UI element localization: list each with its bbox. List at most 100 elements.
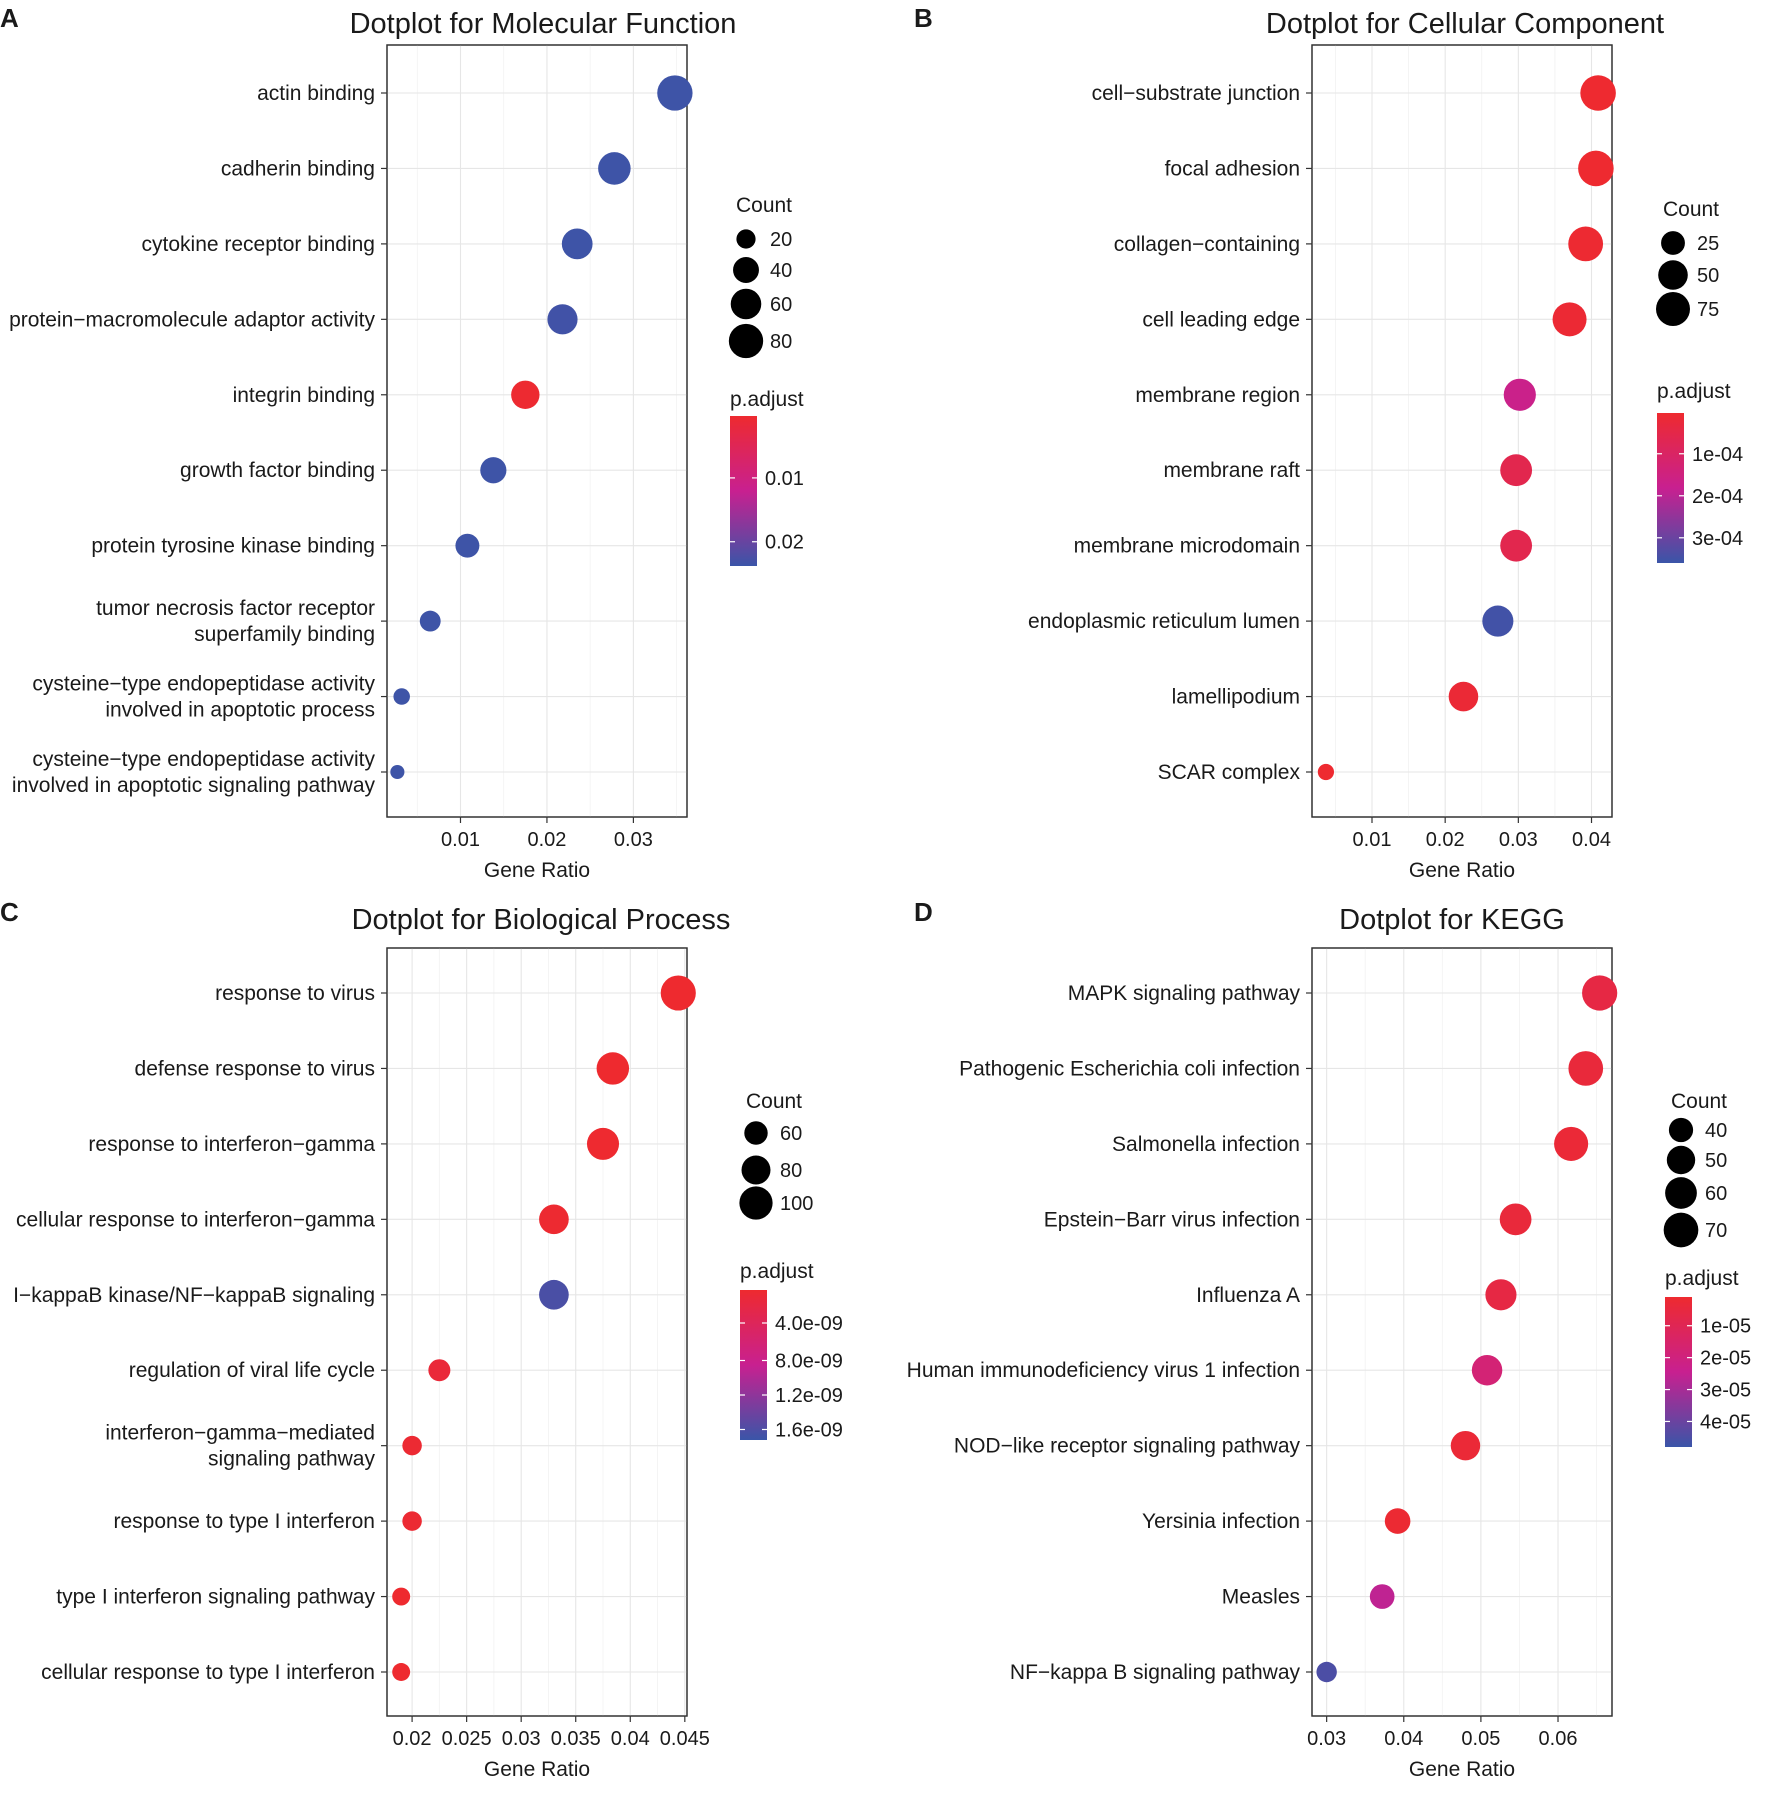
x-tick-label: 0.01 [1353, 829, 1392, 851]
category-label: cadherin binding [221, 157, 375, 180]
size-legend-title: Count [736, 194, 792, 217]
color-legend-bar [740, 1290, 767, 1440]
category-label: cell leading edge [1142, 308, 1300, 331]
category-label: tumor necrosis factor receptor [96, 597, 375, 620]
x-tick-label: 0.02 [527, 829, 566, 851]
color-legend-title: p.adjust [740, 1260, 814, 1283]
x-tick-label: 0.04 [611, 1728, 650, 1750]
category-label: actin binding [257, 82, 375, 105]
size-legend-label: 25 [1697, 233, 1719, 255]
size-legend-label: 20 [770, 229, 792, 251]
category-label: Human immunodeficiency virus 1 infection [907, 1359, 1300, 1382]
plot-area [386, 947, 688, 1717]
data-point [1578, 150, 1614, 187]
size-legend-dot [733, 257, 759, 283]
category-label: signaling pathway [208, 1448, 375, 1471]
category-label: superfamily binding [194, 623, 375, 646]
x-tick-label: 0.04 [1572, 829, 1611, 851]
data-point [392, 1587, 411, 1606]
data-point [390, 764, 405, 780]
data-point [539, 1279, 569, 1310]
size-legend-label: 50 [1697, 265, 1719, 287]
panel-d: D Dotplot for KEGG 0.03 0.04 0.05 0.06 MAPK si… [907, 897, 1752, 1781]
chart-title: Dotplot for Biological Process [352, 904, 731, 936]
data-point [428, 1359, 451, 1382]
data-point [1499, 1203, 1532, 1236]
data-point [511, 380, 540, 409]
category-label: collagen−containing [1114, 233, 1300, 256]
data-point [660, 975, 696, 1011]
size-legend-label: 60 [770, 294, 792, 316]
size-legend-dot [1663, 1212, 1699, 1248]
x-tick-label: 0.035 [551, 1728, 601, 1750]
color-legend-title: p.adjust [1657, 380, 1731, 403]
category-label: cysteine−type endopeptidase activity [32, 748, 375, 771]
data-point [1582, 975, 1618, 1011]
color-legend-label: 8.0e-09 [775, 1351, 843, 1373]
x-axis-title: Gene Ratio [1409, 1758, 1515, 1781]
category-label: lamellipodium [1172, 686, 1300, 709]
x-tick-label: 0.04 [1384, 1728, 1423, 1750]
category-label: type I interferon signaling pathway [56, 1586, 375, 1609]
chart-title: Dotplot for KEGG [1339, 904, 1565, 936]
category-label: membrane raft [1163, 459, 1300, 482]
category-label: interferon−gamma−mediated [105, 1422, 375, 1445]
color-legend-label: 1e-05 [1700, 1316, 1751, 1338]
x-tick-label: 0.03 [614, 829, 653, 851]
color-legend-bar [1657, 413, 1684, 563]
panel-a: A Dotplot for Molecular Function 0.01 0.02 0… [0, 3, 804, 882]
color-legend-label: 1.2e-09 [775, 1385, 843, 1407]
color-legend-label: 0.01 [765, 468, 804, 490]
size-legend-label: 75 [1697, 299, 1719, 321]
x-axis-title: Gene Ratio [484, 1758, 590, 1781]
x-axis-title: Gene Ratio [1409, 859, 1515, 882]
data-point [539, 1204, 569, 1235]
x-tick-label: 0.03 [1499, 829, 1538, 851]
category-label: response to type I interferon [114, 1510, 376, 1533]
category-label: protein tyrosine kinase binding [91, 535, 375, 558]
color-legend-label: 2e-05 [1700, 1348, 1751, 1370]
data-point [1568, 1051, 1604, 1086]
size-legend-label: 40 [1705, 1120, 1727, 1142]
category-label: response to interferon−gamma [88, 1133, 375, 1156]
size-legend-dot [744, 1121, 768, 1145]
data-point [1369, 1584, 1395, 1609]
panel-letter: C [0, 897, 19, 927]
color-legend-title: p.adjust [730, 388, 804, 411]
size-legend-label: 60 [1705, 1183, 1727, 1205]
color-legend-bar [730, 416, 757, 566]
category-label: integrin binding [233, 384, 375, 407]
x-tick-label: 0.05 [1461, 1728, 1500, 1750]
size-legend-dot [1658, 260, 1688, 290]
x-axis-title: Gene Ratio [484, 859, 590, 882]
color-legend-label: 3e-04 [1692, 528, 1743, 550]
color-legend-label: 2e-04 [1692, 486, 1743, 508]
size-legend-label: 40 [770, 260, 792, 282]
category-label: cellular response to type I interferon [41, 1661, 375, 1684]
size-legend-title: Count [746, 1090, 802, 1113]
data-point [455, 533, 480, 558]
x-tick-label: 0.02 [393, 1728, 432, 1750]
category-label: cytokine receptor binding [142, 233, 375, 256]
color-legend-label: 0.02 [765, 532, 804, 554]
data-point [392, 1663, 411, 1681]
color-legend-label: 1.6e-09 [775, 1420, 843, 1442]
plot-frame [386, 44, 688, 818]
size-legend-dot [1668, 1117, 1694, 1143]
data-point [402, 1435, 422, 1456]
category-label: involved in apoptotic signaling pathway [12, 774, 376, 797]
data-point [1580, 75, 1616, 111]
category-label: membrane microdomain [1074, 535, 1300, 558]
category-label: involved in apoptotic process [105, 699, 375, 722]
data-point [1482, 605, 1514, 637]
category-label: cysteine−type endopeptidase activity [32, 673, 375, 696]
data-point [657, 75, 693, 111]
data-point [561, 228, 593, 260]
size-legend-dot [1655, 291, 1691, 327]
category-label: Pathogenic Escherichia coli infection [959, 1057, 1300, 1080]
x-tick-label: 0.02 [1426, 829, 1465, 851]
data-point [402, 1511, 422, 1531]
data-point [586, 1127, 620, 1160]
x-tick-label: 0.03 [1307, 1728, 1346, 1750]
category-label: defense response to virus [135, 1057, 375, 1080]
